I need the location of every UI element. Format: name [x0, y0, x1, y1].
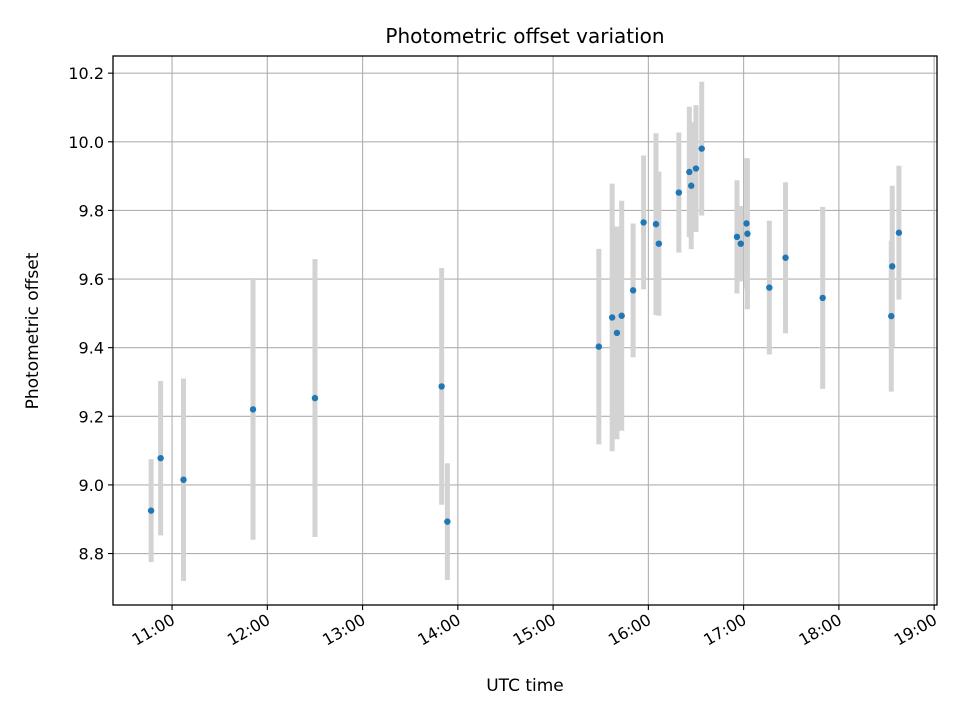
data-point	[249, 406, 257, 413]
chart-title: Photometric offset variation	[385, 24, 664, 48]
data-point	[608, 314, 616, 321]
x-tick-label: 14:00	[414, 610, 463, 650]
data-points	[147, 145, 903, 525]
data-point	[157, 454, 164, 462]
data-point	[888, 312, 895, 320]
data-point	[692, 165, 700, 172]
y-tick-label: 8.8	[79, 545, 104, 564]
data-point	[766, 284, 773, 291]
y-tick-label: 9.6	[79, 270, 104, 289]
data-point	[744, 230, 751, 237]
data-point	[311, 394, 319, 402]
x-tick-label: 11:00	[129, 610, 178, 650]
x-axis-ticks: 11:00 12:00 13:00 14:00 15:00 16:00 17:00 18:00…	[129, 605, 940, 650]
data-point	[782, 254, 789, 261]
data-point	[652, 220, 660, 228]
data-point	[737, 240, 744, 247]
data-point	[743, 220, 750, 227]
data-point	[613, 329, 621, 337]
data-point	[640, 219, 647, 226]
data-point	[655, 240, 663, 247]
data-point	[686, 168, 693, 176]
data-point	[444, 518, 451, 525]
x-tick-label: 16:00	[605, 610, 654, 650]
data-point	[438, 383, 445, 390]
data-point	[147, 507, 155, 514]
data-point	[733, 233, 741, 241]
plot-frame	[112, 55, 938, 606]
y-axis-label: Photometric offset	[23, 252, 43, 409]
x-axis-label: UTC time	[486, 676, 564, 696]
y-tick-label: 9.2	[79, 407, 104, 426]
data-point	[688, 182, 695, 189]
x-tick-label: 17:00	[700, 610, 749, 650]
data-point	[675, 189, 683, 196]
x-tick-label: 15:00	[510, 610, 559, 650]
x-tick-label: 18:00	[795, 610, 844, 650]
data-point	[819, 294, 826, 302]
y-tick-label: 9.8	[79, 201, 104, 220]
x-tick-label: 19:00	[891, 610, 940, 650]
error-bars	[148, 81, 902, 581]
y-tick-label: 10.2	[68, 64, 104, 83]
x-tick-label: 13:00	[319, 610, 368, 650]
data-point	[629, 287, 637, 294]
data-point	[180, 476, 187, 483]
grid-lines	[113, 56, 937, 605]
data-point	[595, 343, 603, 350]
x-tick-label: 12:00	[224, 610, 273, 650]
y-tick-label: 9.4	[79, 339, 104, 358]
data-point	[618, 312, 625, 319]
y-tick-label: 9.0	[79, 476, 104, 495]
y-axis-ticks: 8.8 9.0 9.2 9.4 9.6 9.8 10.0 10.2	[68, 64, 113, 564]
data-point	[698, 145, 705, 152]
y-tick-label: 10.0	[68, 133, 104, 152]
data-point	[895, 229, 903, 236]
data-point	[889, 263, 896, 270]
